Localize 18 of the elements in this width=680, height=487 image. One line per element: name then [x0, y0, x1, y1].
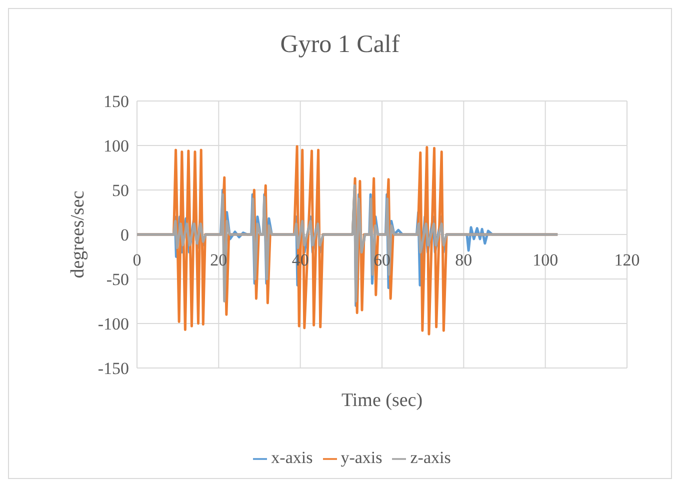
x-tick-label: 80 [455, 250, 472, 270]
y-tick-label: 0 [120, 226, 129, 245]
chart-title: Gyro 1 Calf [279, 31, 401, 59]
x-tick-label: 120 [614, 250, 640, 270]
x-tick-label: 0 [132, 250, 142, 270]
legend-label: y-axis [340, 448, 382, 467]
y-tick-label: 50 [112, 181, 129, 200]
y-tick-label: -50 [106, 270, 129, 290]
y-tick-label: -150 [98, 359, 129, 378]
x-tick-label: 100 [532, 250, 558, 270]
y-axis-title: degrees/sec [68, 190, 89, 278]
y-tick-label: 100 [104, 136, 129, 156]
legend-label: z-axis [410, 448, 451, 467]
legend-label: x-axis [271, 448, 313, 467]
y-tick-label: -100 [98, 314, 129, 334]
y-tick-label: 150 [104, 92, 129, 112]
x-axis-title: Time (sec) [341, 390, 423, 411]
x-tick-label: 20 [210, 250, 228, 270]
